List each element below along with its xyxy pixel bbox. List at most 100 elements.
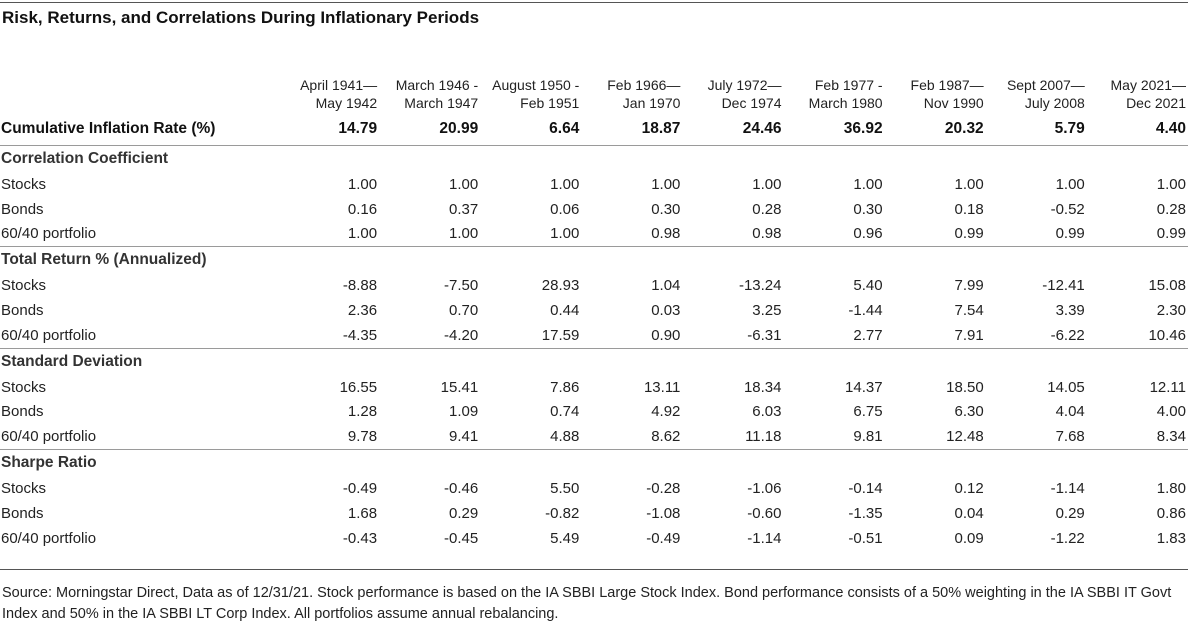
- inflation-value: 18.87: [581, 112, 683, 146]
- table-cell: 0.98: [651, 225, 681, 243]
- period-header: August 1950 - Feb 1951: [492, 77, 580, 111]
- table-cell: 15.41: [440, 378, 479, 396]
- row-label: 60/40 portfolio: [1, 529, 97, 547]
- table-cell: 2.30: [1156, 302, 1186, 320]
- row-label: Bonds: [1, 504, 44, 522]
- table-cell: 0.30: [853, 200, 883, 218]
- table-cell: 1.09: [449, 403, 479, 421]
- table-cell: 0.98: [752, 225, 782, 243]
- table-row: Stocks 1.00 1.00 1.00 1.00 1.00 1.00 1.00 1.00 1.…: [0, 172, 1188, 197]
- section-title: Sharpe Ratio: [0, 449, 1188, 477]
- table-cell: 1.80: [1156, 480, 1186, 498]
- row-label: 60/40 portfolio: [1, 326, 97, 344]
- table-cell: 1.00: [449, 175, 479, 193]
- table-cell: 14.05: [1047, 378, 1085, 396]
- table-cell: 0.37: [449, 200, 479, 218]
- table-cell: -1.14: [747, 529, 782, 547]
- table-cell: 15.08: [1148, 277, 1186, 295]
- section-header-row: Total Return % (Annualized): [0, 246, 1188, 274]
- table-cell: 17.59: [541, 326, 580, 344]
- bottom-rule: [0, 569, 1188, 570]
- table-cell: 9.78: [347, 428, 378, 446]
- inflation-table: April 1941— May 1942 March 1946 - March 19…: [0, 72, 1188, 551]
- table-cell: 8.34: [1156, 428, 1186, 446]
- table-row: Bonds 1.28 1.09 0.74 4.92 6.03 6.75 6.30 4.04 4.0…: [0, 400, 1188, 425]
- table-cell: -0.49: [646, 529, 681, 547]
- inflation-value: 5.79: [985, 112, 1087, 146]
- inflation-value: 14.79: [278, 112, 380, 146]
- table-cell: 4.92: [651, 403, 681, 421]
- table-cell: 7.68: [1055, 428, 1085, 446]
- table-row: Bonds 1.68 0.29 -0.82 -1.08 -0.60 -1.35 0.04 0.2…: [0, 501, 1188, 526]
- inflation-value: 20.99: [379, 112, 481, 146]
- table-cell: 8.62: [651, 428, 681, 446]
- inflation-value: 6.64: [480, 112, 582, 146]
- inflation-value: 4.40: [1086, 112, 1188, 146]
- table-cell: 1.00: [449, 225, 479, 243]
- table-cell: 0.16: [347, 200, 378, 218]
- table-cell: -1.44: [848, 302, 883, 320]
- table-cell: 1.28: [347, 403, 378, 421]
- table-row: Stocks 16.55 15.41 7.86 13.11 18.34 14.37 18.50…: [0, 375, 1188, 400]
- table-cell: 0.44: [550, 302, 580, 320]
- table-cell: 10.46: [1148, 326, 1186, 344]
- table-cell: -0.43: [342, 529, 378, 547]
- table-cell: 2.77: [853, 326, 883, 344]
- table-cell: 1.00: [550, 225, 580, 243]
- table-row: Stocks -8.88 -7.50 28.93 1.04 -13.24 5.40 7.99 -…: [0, 273, 1188, 298]
- table-cell: 0.29: [1055, 504, 1085, 522]
- table-cell: -0.49: [342, 480, 378, 498]
- table-row: Stocks -0.49 -0.46 5.50 -0.28 -1.06 -0.14 0.12 -…: [0, 476, 1188, 501]
- table-cell: -12.41: [1042, 277, 1085, 295]
- table-cell: 11.18: [745, 428, 782, 446]
- period-header: Feb 1977 - March 1980: [808, 77, 883, 111]
- source-note: Source: Morningstar Direct, Data as of 1…: [2, 585, 1172, 622]
- table-cell: -4.35: [342, 326, 378, 344]
- table-cell: -0.46: [444, 480, 479, 498]
- table-cell: 12.11: [1149, 378, 1186, 396]
- table-row: 60/40 portfolio -4.35 -4.20 17.59 0.90 -6.31 2…: [0, 323, 1188, 348]
- table-cell: -0.51: [848, 529, 883, 547]
- row-label: Bonds: [1, 200, 44, 218]
- table-cell: 7.54: [954, 302, 984, 320]
- table-cell: 1.04: [651, 277, 681, 295]
- period-header: March 1946 - March 1947: [395, 77, 479, 111]
- table-row: Bonds 0.16 0.37 0.06 0.30 0.28 0.30 0.18 -0.52 0.…: [0, 197, 1188, 222]
- table-cell: 0.74: [550, 403, 580, 421]
- page-title: Risk, Returns, and Correlations During I…: [2, 8, 480, 27]
- table-cell: -0.82: [545, 504, 580, 522]
- period-header: July 1972— Dec 1974: [707, 77, 782, 111]
- row-label: Stocks: [1, 480, 47, 498]
- table-cell: 0.28: [1156, 200, 1186, 218]
- table-cell: 1.00: [347, 225, 378, 243]
- table-row: 60/40 portfolio 9.78 9.41 4.88 8.62 11.18 9.81…: [0, 424, 1188, 449]
- table-cell: -8.88: [342, 277, 378, 295]
- inflation-value: 24.46: [682, 112, 784, 146]
- table-cell: 3.25: [752, 302, 782, 320]
- table-cell: 9.41: [449, 428, 479, 446]
- table-cell: 0.12: [954, 480, 984, 498]
- header-row: April 1941— May 1942 March 1946 - March 19…: [0, 72, 1188, 112]
- table-cell: 13.11: [643, 378, 681, 396]
- section-header-row: Sharpe Ratio: [0, 449, 1188, 477]
- section-header-row: Correlation Coefficient: [0, 145, 1188, 172]
- table-cell: -13.24: [738, 277, 782, 295]
- table-cell: 12.48: [946, 428, 984, 446]
- inflation-label: Cumulative Inflation Rate (%): [0, 112, 279, 146]
- table-cell: -1.22: [1050, 529, 1085, 547]
- table-cell: 1.00: [752, 175, 782, 193]
- table-cell: -6.31: [747, 326, 782, 344]
- period-header: April 1941— May 1942: [300, 77, 378, 111]
- table-cell: 7.91: [954, 326, 984, 344]
- table-cell: 6.03: [752, 403, 782, 421]
- period-header: May 2021— Dec 2021: [1110, 77, 1186, 111]
- table-cell: -0.28: [646, 480, 681, 498]
- row-label: Bonds: [1, 403, 44, 421]
- period-header: Feb 1987— Nov 1990: [910, 77, 984, 111]
- table-cell: 5.40: [853, 277, 883, 295]
- table-cell: 6.30: [954, 403, 984, 421]
- table-cell: 0.99: [1055, 225, 1085, 243]
- table-cell: -4.20: [444, 326, 479, 344]
- section-title: Total Return % (Annualized): [0, 246, 1188, 274]
- table-cell: 1.00: [853, 175, 883, 193]
